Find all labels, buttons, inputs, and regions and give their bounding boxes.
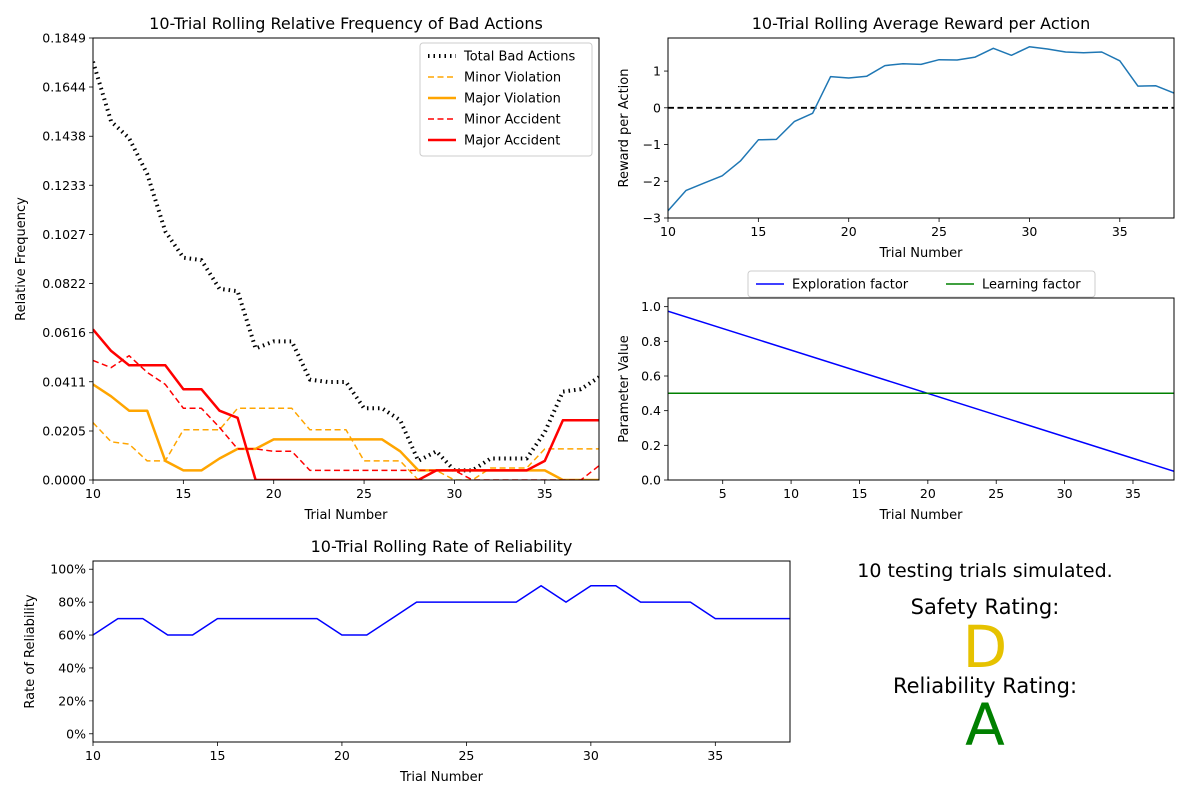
x-tick-label: 10	[783, 486, 799, 501]
x-axis-label: Trial Number	[304, 508, 389, 523]
x-tick-label: 15	[210, 748, 226, 763]
y-tick-label: 0.0	[641, 473, 661, 488]
y-tick-label: 60%	[58, 628, 86, 643]
x-tick-label: 20	[920, 486, 936, 501]
series-line-major-accident	[93, 328, 599, 480]
x-tick-label: 20	[334, 748, 350, 763]
x-tick-label: 35	[1112, 224, 1128, 239]
y-tick-label: 0.0822	[42, 276, 86, 291]
chart-panel-3: 5 10 15 20 25 30 35 0.0 0.2 0.4 0.6 0.8 1.0 Trial Num…	[617, 270, 1175, 523]
legend-label: Exploration factor	[792, 278, 909, 293]
legend-label: Major Violation	[464, 92, 561, 107]
y-axis-label: Reward per Action	[617, 69, 632, 188]
x-tick-label: 20	[266, 486, 282, 501]
y-tick-label: 1	[653, 64, 661, 79]
axes-frame	[92, 560, 791, 743]
x-tick-label: 35	[537, 486, 553, 501]
x-tick-label: 10	[85, 486, 101, 501]
y-tick-label: 80%	[58, 595, 86, 610]
safety-rating-label: Safety Rating:	[910, 595, 1060, 619]
x-tick-label: 25	[931, 224, 947, 239]
legend-box	[747, 270, 1096, 298]
y-tick-label: 0.0616	[42, 325, 86, 340]
chart-panel-2: 10-Trial Rolling Average Reward per Acti…	[617, 14, 1175, 261]
y-tick-label: 0.0411	[42, 374, 86, 389]
series-line-value	[93, 584, 790, 636]
x-tick-label: 15	[852, 486, 868, 501]
reliability-rating-grade: A	[965, 691, 1005, 759]
y-tick-label: 0.1644	[42, 80, 86, 95]
chart-title: 10-Trial Rolling Rate of Reliability	[311, 537, 573, 556]
x-tick-label: 30	[583, 748, 599, 763]
x-axis-label: Trial Number	[879, 508, 964, 523]
series-line-minor-violation	[93, 407, 599, 480]
y-tick-label: 40%	[58, 660, 86, 675]
x-axis-label: Trial Number	[879, 246, 964, 261]
x-tick-label: 30	[1021, 224, 1037, 239]
chart-panel-4: 10-Trial Rolling Rate of Reliability 10 15…	[23, 537, 791, 785]
series-line-value	[668, 46, 1174, 212]
x-tick-label: 15	[175, 486, 191, 501]
y-tick-label: 0.6	[641, 369, 661, 384]
legend-label: Major Accident	[464, 134, 560, 149]
x-tick-label: 25	[458, 748, 474, 763]
y-tick-label: −1	[643, 137, 661, 152]
safety-rating-grade: D	[962, 613, 1008, 681]
axes-frame	[667, 37, 1175, 219]
chart-title: 10-Trial Rolling Average Reward per Acti…	[752, 14, 1091, 33]
y-tick-label: 0.4	[641, 403, 661, 418]
series-line-major-violation	[93, 383, 599, 480]
x-tick-label: 5	[719, 486, 727, 501]
series-line-exploration-factor	[668, 310, 1174, 473]
x-tick-label: 15	[750, 224, 766, 239]
axes-frame	[667, 297, 1175, 481]
chart-panel-1: 10-Trial Rolling Relative Frequency of B…	[14, 14, 600, 523]
y-tick-label: 0	[653, 100, 661, 115]
y-tick-label: 0.2	[641, 438, 661, 453]
y-axis-label: Relative Frequency	[14, 197, 29, 321]
legend-label: Learning factor	[982, 278, 1081, 293]
series-line-minor-accident	[93, 354, 599, 480]
x-tick-label: 25	[988, 486, 1004, 501]
y-tick-label: 0.0205	[42, 423, 86, 438]
x-tick-label: 35	[707, 748, 723, 763]
y-tick-label: 0.1849	[42, 31, 86, 46]
legend-label: Minor Violation	[464, 71, 561, 86]
y-tick-label: 1.0	[641, 299, 661, 314]
x-tick-label: 35	[1125, 486, 1141, 501]
x-tick-label: 30	[1057, 486, 1073, 501]
y-tick-label: −2	[643, 174, 661, 189]
x-axis-label: Trial Number	[399, 770, 484, 785]
y-tick-label: 20%	[58, 693, 86, 708]
y-tick-label: 0.1027	[42, 227, 86, 242]
y-axis-label: Parameter Value	[617, 335, 632, 442]
reliability-rating-label: Reliability Rating:	[892, 674, 1078, 698]
x-tick-label: 20	[841, 224, 857, 239]
legend-box	[419, 42, 593, 157]
legend-label: Total Bad Actions	[463, 50, 575, 65]
y-tick-label: 0.1438	[42, 129, 86, 144]
y-tick-label: −3	[643, 211, 661, 226]
chart-title: 10-Trial Rolling Relative Frequency of B…	[149, 14, 543, 33]
y-tick-label: 0%	[66, 726, 86, 741]
axes-frame	[92, 37, 600, 481]
y-tick-label: 0.8	[641, 334, 661, 349]
x-tick-label: 25	[356, 486, 372, 501]
x-tick-label: 10	[660, 224, 676, 239]
x-tick-label: 10	[85, 748, 101, 763]
legend-label: Minor Accident	[464, 113, 561, 128]
y-tick-label: 0.1233	[42, 178, 86, 193]
trials-simulated-text: 10 testing trials simulated.	[857, 560, 1113, 582]
x-tick-label: 30	[446, 486, 462, 501]
y-tick-label: 0.0000	[42, 473, 86, 488]
y-axis-label: Rate of Reliability	[23, 594, 38, 708]
y-tick-label: 100%	[50, 562, 86, 577]
